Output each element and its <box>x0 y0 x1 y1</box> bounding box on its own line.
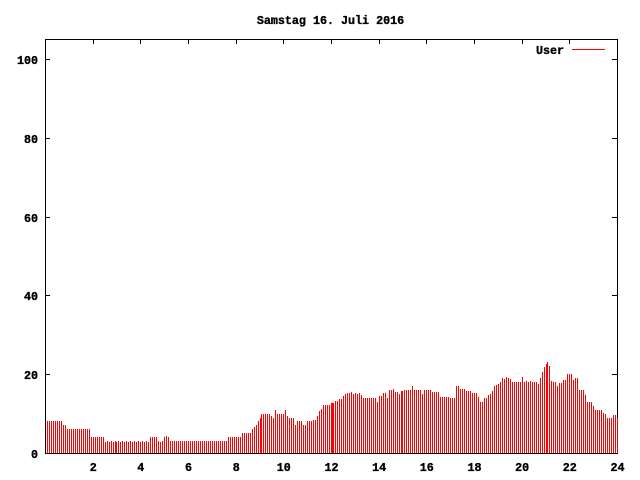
svg-text:8: 8 <box>233 461 240 475</box>
svg-text:12: 12 <box>324 461 338 475</box>
svg-text:4: 4 <box>137 461 144 475</box>
svg-text:14: 14 <box>372 461 386 475</box>
svg-text:18: 18 <box>467 461 481 475</box>
svg-text:0: 0 <box>31 448 38 462</box>
svg-text:24: 24 <box>610 461 624 475</box>
svg-text:80: 80 <box>24 133 38 147</box>
svg-text:Samstag 16. Juli 2016: Samstag 16. Juli 2016 <box>257 14 404 28</box>
svg-text:20: 20 <box>515 461 529 475</box>
svg-text:60: 60 <box>24 212 38 226</box>
svg-text:20: 20 <box>24 369 38 383</box>
svg-text:16: 16 <box>420 461 434 475</box>
svg-text:100: 100 <box>17 54 38 68</box>
svg-text:User: User <box>536 44 564 58</box>
svg-text:40: 40 <box>24 290 38 304</box>
svg-text:2: 2 <box>90 461 97 475</box>
svg-text:6: 6 <box>185 461 192 475</box>
svg-text:22: 22 <box>563 461 577 475</box>
svg-text:10: 10 <box>277 461 291 475</box>
